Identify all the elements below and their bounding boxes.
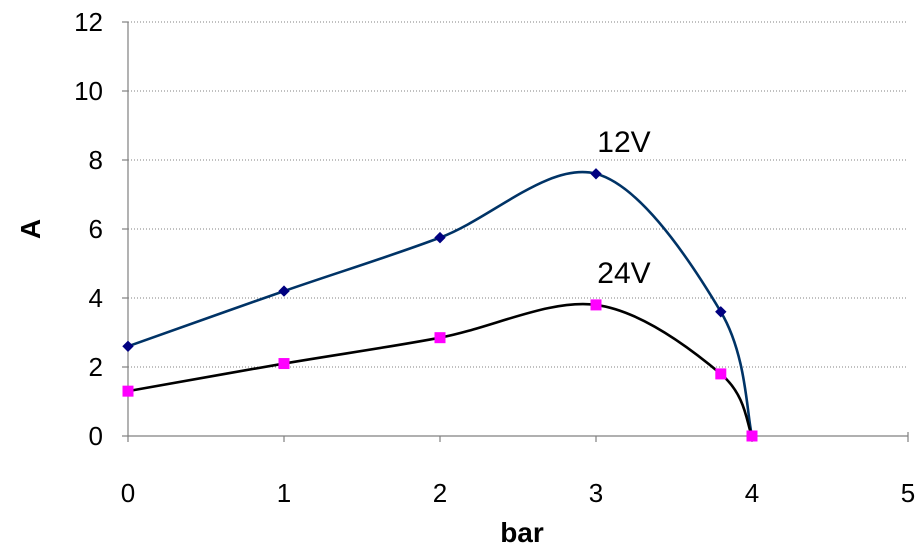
data-point-12V (715, 306, 727, 318)
y-tick-label: 6 (89, 214, 103, 244)
series-line-24V (127, 302, 754, 437)
data-point-12V (434, 231, 446, 244)
data-point-24V (434, 332, 446, 344)
data-point-24V (746, 430, 758, 442)
y-tick-label: 12 (74, 7, 103, 37)
x-tick-label: 3 (589, 478, 603, 508)
series-labels: 12V 24V (597, 126, 650, 290)
y-tick-label: 10 (74, 76, 103, 106)
background-glow (177, 0, 743, 40)
data-point-12V (590, 168, 602, 180)
y-tick-label: 0 (89, 421, 103, 451)
y-tick-label: 8 (89, 145, 103, 175)
x-tick-label: 2 (433, 478, 447, 508)
x-tick-label: 0 (121, 478, 135, 508)
x-tick-label: 4 (745, 478, 759, 508)
data-point-24V (590, 299, 602, 311)
grid (128, 21, 908, 368)
y-tick-label: 2 (89, 352, 103, 382)
series-group (122, 168, 758, 442)
series-label-24V: 24V (597, 257, 650, 290)
x-tick-label: 5 (901, 478, 915, 508)
axes (122, 21, 909, 442)
y-tick-label: 4 (89, 283, 103, 313)
data-point-12V (278, 285, 290, 297)
data-point-24V (278, 358, 290, 370)
x-tick-label: 1 (277, 478, 291, 508)
series-line-12V (127, 170, 754, 437)
y-axis-title: A (15, 219, 46, 239)
x-axis-title: bar (500, 517, 544, 548)
series-label-12V: 12V (597, 126, 650, 159)
data-point-12V (122, 340, 134, 353)
data-point-24V (715, 368, 727, 380)
data-point-24V (122, 385, 134, 397)
